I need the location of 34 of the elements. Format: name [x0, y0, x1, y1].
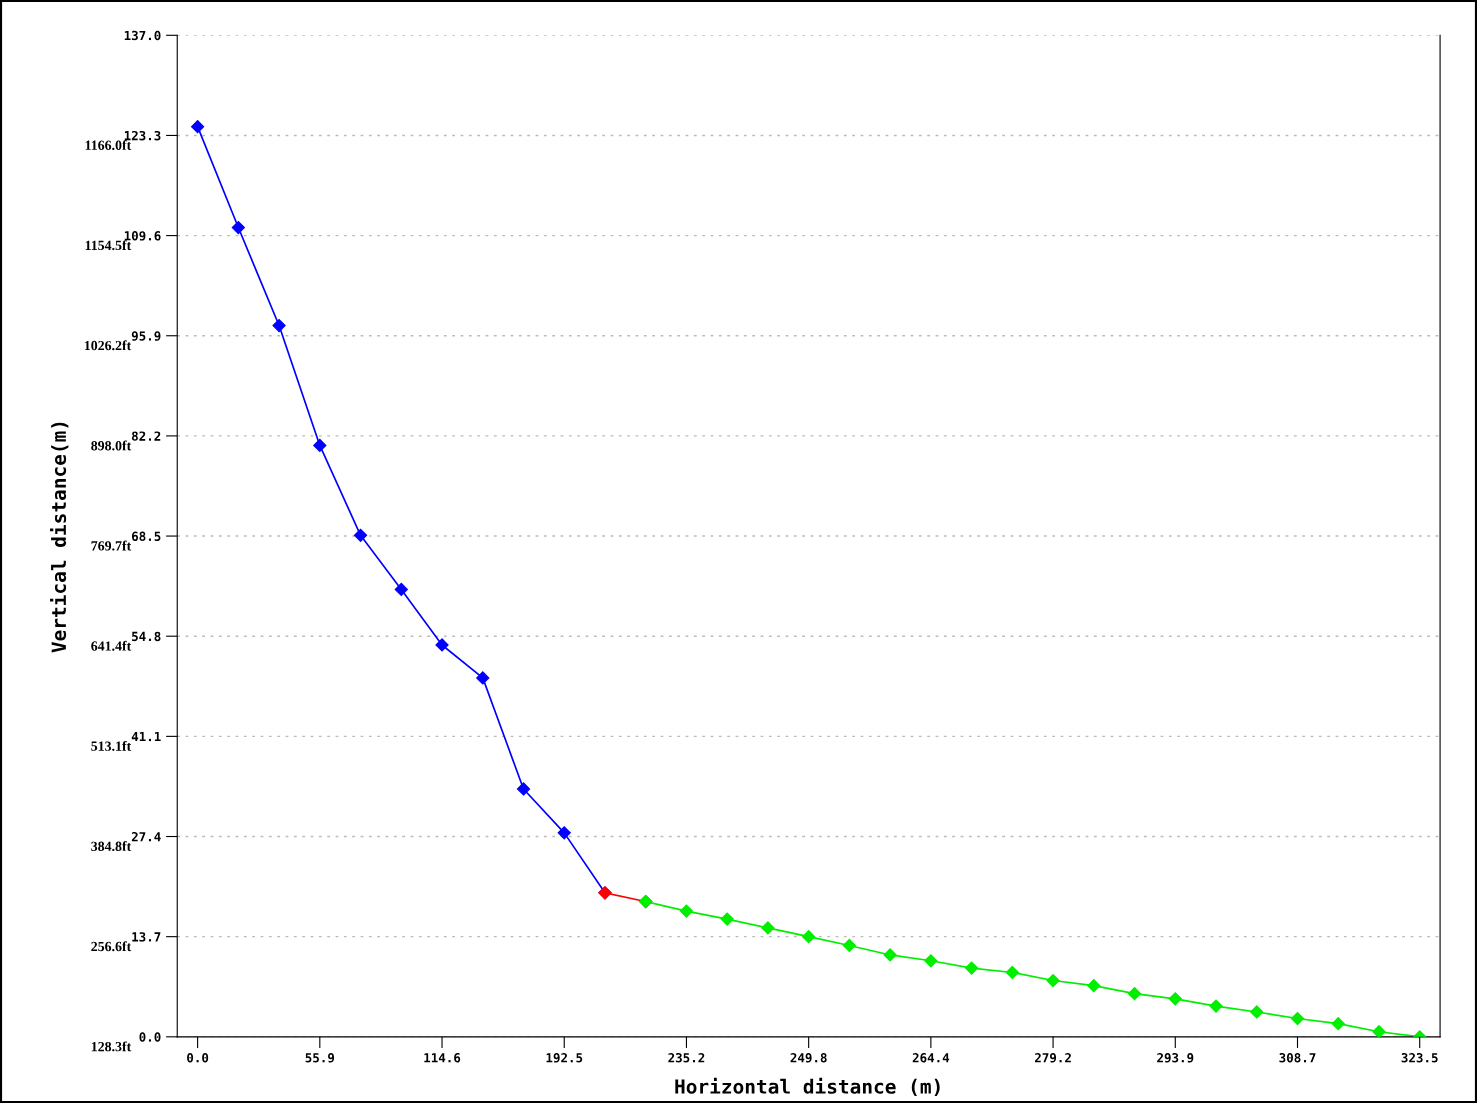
- y-tick-label: 82.2: [131, 431, 161, 441]
- x-tick-label: 249.8: [790, 1053, 827, 1063]
- x-tick-label: 235.2: [668, 1053, 705, 1063]
- x-tick-label: 0.0: [187, 1053, 209, 1063]
- text: 898.0ft: [91, 440, 132, 451]
- x-tick-label: 264.4: [912, 1053, 950, 1063]
- y-tick-label: 27.4: [131, 831, 161, 842]
- text: 256.6ft: [91, 941, 132, 952]
- x-tick-label: 114.6: [424, 1053, 461, 1063]
- text: 1154.5ft: [85, 240, 132, 251]
- y-tick-label: 68.5: [131, 531, 161, 541]
- text: 1166.0ft: [85, 140, 132, 150]
- y-tick-label: 109.6: [124, 231, 161, 241]
- text: 513.1ft: [91, 740, 132, 751]
- y-tick-label: 13.7: [132, 932, 161, 942]
- y-tick-label: 137.0: [124, 30, 161, 41]
- y-tick-label: 123.3: [124, 130, 161, 141]
- text: 769.7ft: [91, 540, 132, 551]
- y-tick-label: 54.8: [132, 631, 161, 642]
- x-tick-label: 323.5: [1401, 1053, 1438, 1063]
- x-tick-label: 293.9: [1157, 1053, 1194, 1063]
- y-tick-label: 95.9: [131, 331, 161, 341]
- text: 1026.2ft: [84, 340, 132, 351]
- x-tick-label: 55.9: [305, 1053, 335, 1063]
- x-tick-label: 192.5: [546, 1053, 583, 1063]
- x-axis-title: Horizontal distance (m): [675, 1077, 940, 1097]
- text: 641.4ft: [91, 640, 132, 651]
- x-tick-label: 308.7: [1279, 1053, 1316, 1063]
- text: 384.8ft: [91, 841, 132, 852]
- y-tick-label: 0.0: [139, 1032, 161, 1042]
- text: 128.3ft: [91, 1041, 132, 1052]
- x-tick-label: 279.2: [1034, 1053, 1071, 1063]
- y-tick-label: 41.1: [131, 732, 161, 742]
- y-axis-title: Vertical distance(m): [50, 422, 69, 653]
